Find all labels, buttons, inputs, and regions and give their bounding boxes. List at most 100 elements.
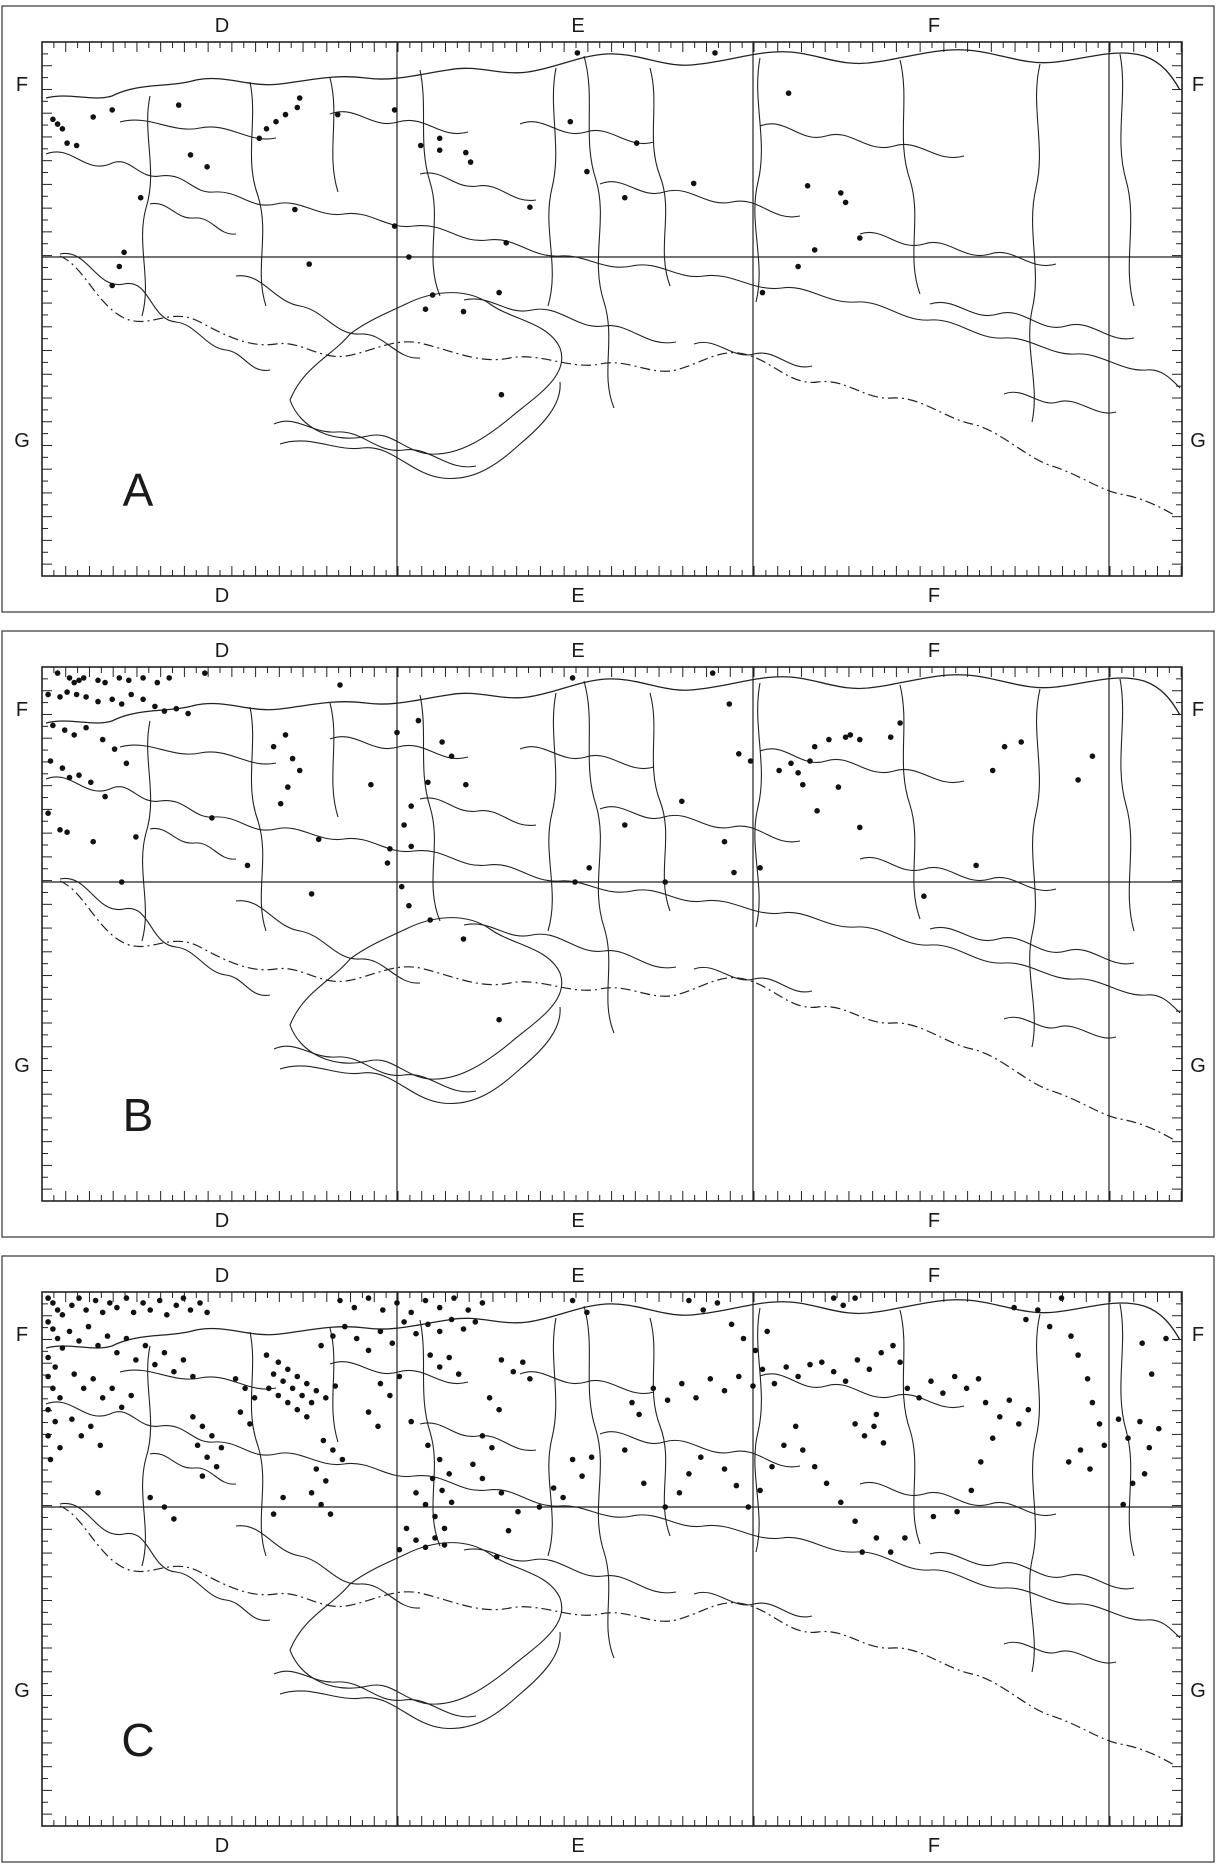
- occurrence-dot: [814, 808, 820, 814]
- occurrence-dot: [486, 1395, 493, 1401]
- column-label-bottom: E: [571, 1210, 584, 1232]
- occurrence-dot: [861, 1433, 868, 1439]
- occurrence-dot: [66, 675, 73, 681]
- map-panel-a: D D E E F F F F G G A: [0, 4, 1216, 614]
- tick-marks: [41, 666, 1182, 1202]
- occurrence-dot: [503, 240, 510, 246]
- contour-line: [273, 1045, 477, 1093]
- contour-line: [279, 1631, 561, 1730]
- occurrence-dot: [408, 803, 415, 809]
- occurrence-dot: [1046, 1323, 1053, 1330]
- occurrence-dot: [690, 180, 697, 187]
- river: [141, 720, 152, 942]
- occurrence-dot: [795, 1373, 801, 1380]
- occurrence-dot: [147, 1307, 153, 1313]
- occurrence-dot: [664, 1397, 671, 1403]
- occurrence-dot: [928, 1378, 934, 1384]
- occurrence-dot: [413, 1330, 419, 1337]
- occurrence-dot: [401, 822, 407, 828]
- occurrence-dot: [57, 694, 63, 700]
- occurrence-dot: [180, 1295, 187, 1301]
- occurrence-dot: [448, 1499, 455, 1506]
- occurrence-dot: [45, 810, 51, 816]
- occurrence-dot: [137, 194, 144, 201]
- occurrence-dot: [1141, 1471, 1148, 1477]
- occurrence-dot: [294, 1373, 301, 1380]
- occurrence-dot: [116, 675, 123, 681]
- occurrence-dot: [123, 1335, 130, 1342]
- occurrence-dot: [731, 869, 737, 876]
- occurrence-dot: [323, 1395, 329, 1401]
- contour-line: [929, 302, 1135, 340]
- occurrence-dot: [1125, 1435, 1131, 1441]
- occurrence-dot: [275, 1359, 282, 1365]
- occurrence-dot: [954, 1508, 960, 1515]
- occurrence-dot: [118, 1404, 125, 1411]
- occurrence-dot: [1163, 1335, 1169, 1342]
- occurrence-dot: [857, 824, 863, 831]
- occurrence-dot: [769, 1463, 775, 1470]
- contour-line: [859, 1482, 1057, 1516]
- column-label-bottom: F: [928, 585, 940, 607]
- occurrence-dot: [493, 1554, 500, 1560]
- occurrence-dot: [59, 126, 66, 132]
- occurrence-dot: [270, 1371, 277, 1377]
- occurrence-dot: [429, 292, 436, 298]
- occurrence-dot: [422, 1544, 429, 1551]
- occurrence-dot: [204, 1454, 210, 1460]
- occurrence-dot: [997, 1414, 1003, 1420]
- occurrence-dot: [80, 1385, 87, 1392]
- occurrence-dot: [164, 1312, 170, 1318]
- occurrence-dot: [897, 720, 903, 726]
- occurrence-dot: [436, 1304, 443, 1311]
- occurrence-dot: [121, 249, 127, 256]
- occurrence-dot: [1065, 1459, 1072, 1465]
- row-label-left: G: [14, 430, 30, 452]
- occurrence-dot: [114, 1304, 120, 1311]
- row-label-right: F: [1192, 699, 1204, 721]
- panel-letter: B: [123, 1089, 154, 1141]
- occurrence-dot: [140, 1300, 146, 1306]
- occurrence-dot: [109, 107, 115, 113]
- river: [1119, 1303, 1135, 1557]
- occurrence-dot: [175, 102, 182, 108]
- occurrence-dot: [50, 1326, 56, 1332]
- row-label-right: G: [1190, 430, 1206, 452]
- contour-line: [1003, 1016, 1117, 1039]
- contour-line: [289, 292, 563, 455]
- river: [329, 702, 339, 818]
- occurrence-dot: [133, 1357, 139, 1363]
- contour-line: [279, 381, 561, 480]
- occurrence-dot: [975, 1376, 982, 1382]
- occurrence-dot: [432, 1513, 438, 1520]
- occurrence-dot: [1075, 777, 1081, 783]
- contour-line: [759, 123, 965, 158]
- occurrence-dot: [930, 1513, 937, 1520]
- occurrence-dot: [807, 758, 813, 764]
- contour-line: [329, 111, 469, 134]
- occurrence-dot: [752, 1347, 759, 1354]
- occurrence-dot: [550, 1485, 557, 1491]
- occurrence-dot: [1011, 1304, 1017, 1311]
- occurrence-dot: [104, 1333, 111, 1339]
- river: [1029, 63, 1041, 423]
- occurrence-dot: [709, 670, 716, 676]
- occurrence-dot: [800, 781, 806, 788]
- contour-line: [693, 341, 813, 368]
- occurrence-dot: [712, 50, 718, 56]
- occurrence-dot: [1101, 1442, 1108, 1449]
- occurrence-dot: [726, 701, 733, 707]
- contour-line: [599, 181, 801, 218]
- occurrence-dot: [783, 1364, 789, 1370]
- occurrence-dot: [878, 1349, 884, 1356]
- contour-line: [59, 877, 271, 996]
- column-label-top: D: [215, 15, 229, 37]
- occurrence-dot: [296, 767, 303, 774]
- occurrence-dot: [118, 879, 125, 885]
- occurrence-dot: [629, 1399, 635, 1406]
- occurrence-dot: [78, 1433, 85, 1439]
- occurrence-dot: [342, 1323, 348, 1330]
- occurrence-dot: [1089, 753, 1096, 759]
- contour-line: [693, 966, 813, 993]
- contour-line: [119, 119, 277, 140]
